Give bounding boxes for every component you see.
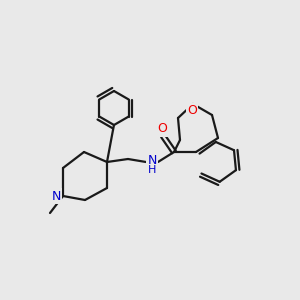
Text: O: O (157, 122, 167, 136)
Text: H: H (148, 165, 156, 175)
Text: O: O (187, 104, 197, 118)
Text: N: N (51, 190, 61, 202)
Text: N: N (147, 154, 157, 166)
